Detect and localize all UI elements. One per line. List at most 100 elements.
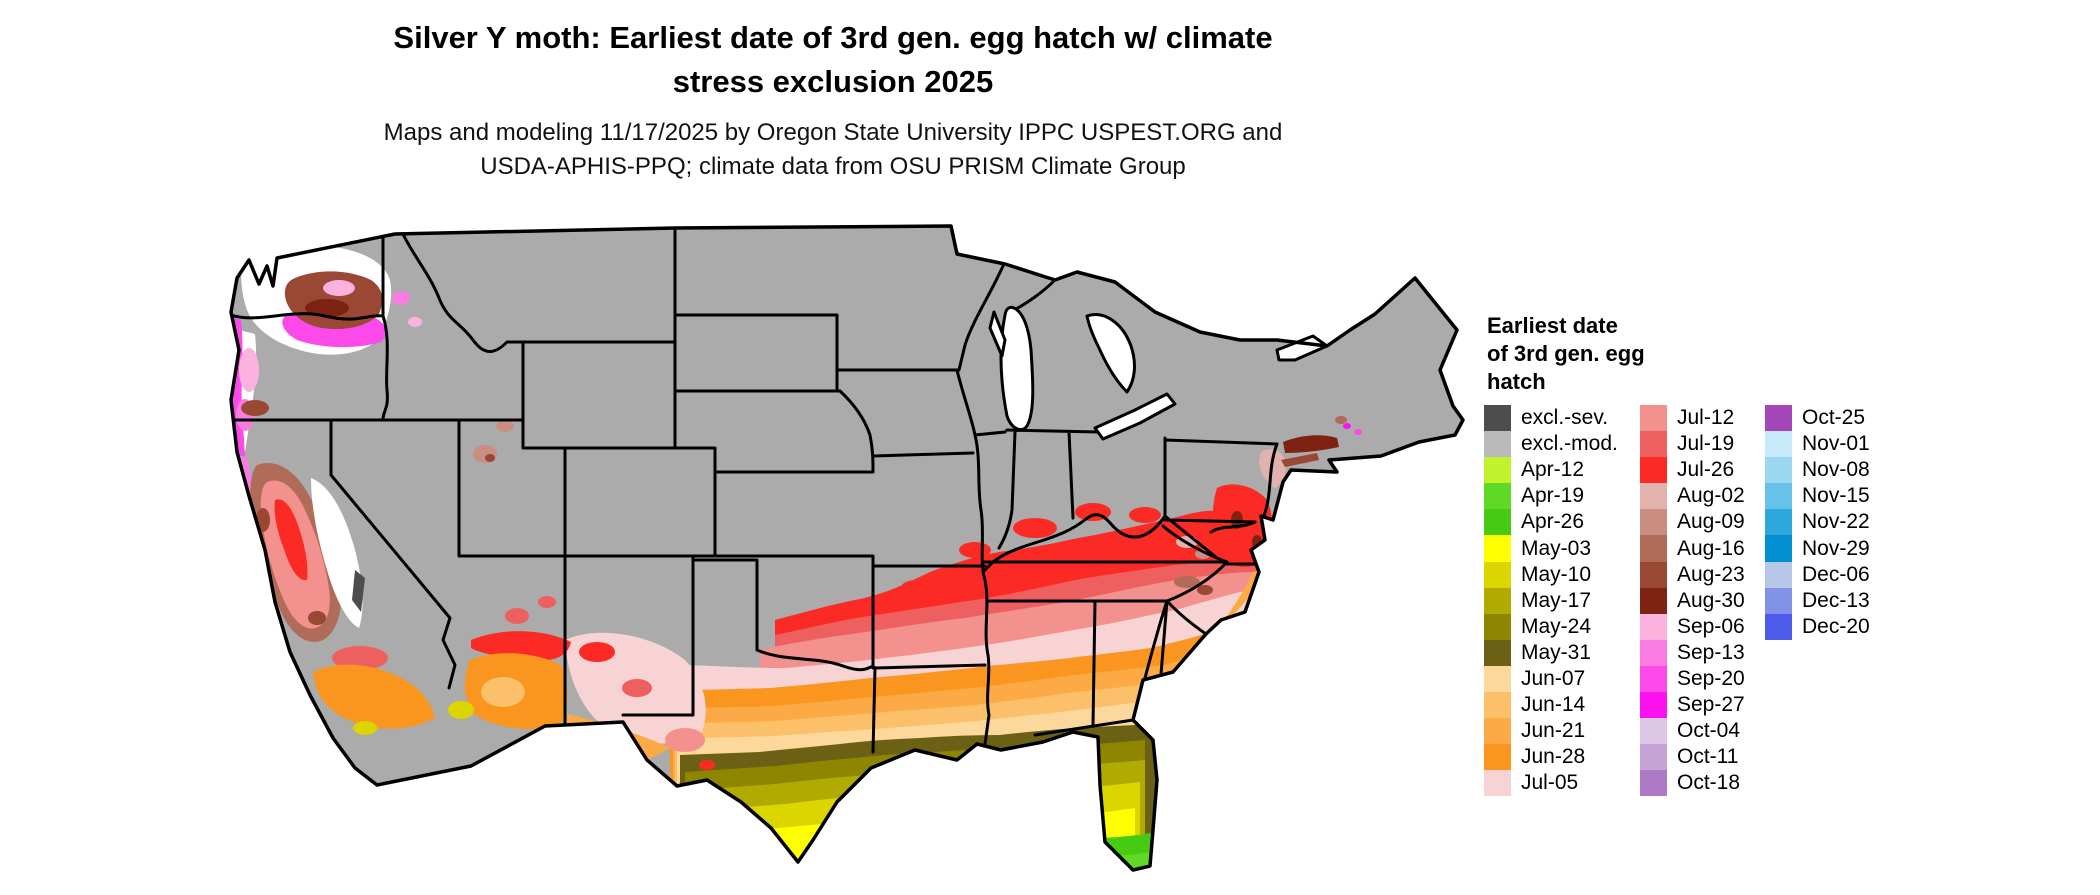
legend-swatch-dec13 <box>1765 587 1792 614</box>
legend-swatch-jul12 <box>1640 405 1667 432</box>
legend-row: May-31 <box>1484 639 1618 666</box>
map-spot-wa-inner-pink <box>323 280 355 296</box>
us-choropleth-map <box>215 220 1465 890</box>
legend-row: Jun-07 <box>1484 665 1618 693</box>
legend-label-oct11: Oct-11 <box>1677 745 1739 769</box>
legend-label-nov22: Nov-22 <box>1802 510 1870 534</box>
legend-row: Aug-09 <box>1640 509 1745 536</box>
legend-swatch-oct18 <box>1640 770 1667 797</box>
legend-row: Oct-11 <box>1640 744 1745 771</box>
legend-row: Nov-22 <box>1765 509 1870 536</box>
legend-title-line2: of 3rd gen. egg <box>1487 341 1645 366</box>
legend-row: Jun-14 <box>1484 692 1618 719</box>
map-spot-boston <box>1335 416 1347 424</box>
legend-swatch-oct25 <box>1765 405 1792 432</box>
lake-michigan <box>999 305 1035 432</box>
legend-swatch-oct04 <box>1640 718 1667 745</box>
legend-swatch-jul05 <box>1484 770 1511 797</box>
legend-swatch-aug23 <box>1640 561 1667 588</box>
legend-row: Jul-12 <box>1640 405 1745 432</box>
legend-label-sep20: Sep-20 <box>1677 666 1745 690</box>
legend-label-nov29: Nov-29 <box>1802 536 1870 560</box>
legend-row: Apr-26 <box>1484 509 1618 536</box>
legend-label-jul05: Jul-05 <box>1521 771 1579 795</box>
map-region-sierra-white <box>311 478 363 628</box>
map-spot-bigbend <box>699 760 715 770</box>
legend-row: Jun-21 <box>1484 718 1618 745</box>
legend-label-jun28: Jun-28 <box>1521 745 1586 769</box>
legend-swatch-apr12 <box>1484 457 1511 484</box>
legend-row: Nov-29 <box>1765 535 1870 562</box>
legend-swatch-may24 <box>1484 613 1511 640</box>
legend-label-jun07: Jun-07 <box>1521 666 1586 690</box>
legend-swatch-nov22 <box>1765 509 1792 536</box>
legend-swatch-sep20 <box>1640 665 1667 693</box>
map-spot-smokies <box>1174 576 1200 588</box>
legend-title-line3: hatch <box>1487 369 1546 394</box>
map-region-nm-border-orange <box>567 714 671 760</box>
legend-row: Sep-06 <box>1640 613 1745 640</box>
map-title-line1: Silver Y moth: Earliest date of 3rd gen.… <box>393 20 1273 55</box>
legend-row: Nov-01 <box>1765 431 1870 458</box>
map-speckle-red <box>959 542 991 558</box>
map-region-sierra-darkgray <box>352 570 365 612</box>
map-spot-smokies <box>1197 585 1213 595</box>
legend-label-sep13: Sep-13 <box>1677 640 1745 664</box>
great-lakes <box>949 225 1329 441</box>
lake-superior <box>951 226 1087 280</box>
map-spot-az-red <box>505 608 529 624</box>
map-spot-waid-pink <box>392 291 410 305</box>
legend-row: Sep-13 <box>1640 639 1745 666</box>
legend-row: Dec-06 <box>1765 561 1870 588</box>
map-spot-cv-brown <box>308 611 326 625</box>
legend-row: Dec-20 <box>1765 613 1870 640</box>
legend-row: excl.-sev. <box>1484 405 1618 432</box>
legend-row: excl.-mod. <box>1484 431 1618 458</box>
legend-label-nov08: Nov-08 <box>1802 458 1870 482</box>
map-region-az-red-fringe <box>471 631 571 661</box>
map-spot-wa-darkcore <box>305 299 349 317</box>
legend-row: Oct-25 <box>1765 405 1870 432</box>
legend-row: Nov-08 <box>1765 457 1870 484</box>
map-title-line2: stress exclusion 2025 <box>672 64 994 99</box>
legend-swatch-may10 <box>1484 561 1511 588</box>
legend-row: Jul-19 <box>1640 431 1745 458</box>
legend-label-jul19: Jul-19 <box>1677 432 1735 456</box>
map-spot-wasatch <box>485 454 495 462</box>
legend-label-jul26: Jul-26 <box>1677 458 1735 482</box>
legend-swatch-nov08 <box>1765 457 1792 484</box>
lake-ontario <box>1275 334 1329 362</box>
map-spot-nm-red <box>579 642 615 662</box>
map-spot-socal-magenta <box>259 664 275 676</box>
map-region-cv-red-streak <box>274 499 308 581</box>
legend-label-may03: May-03 <box>1521 536 1592 560</box>
legend-label-may10: May-10 <box>1521 562 1592 586</box>
map-spot-socal-yellow <box>353 721 377 735</box>
map-region-apr19-florida-tip <box>1100 850 1155 870</box>
legend-row: Oct-18 <box>1640 770 1745 797</box>
legend-label-apr12: Apr-12 <box>1521 458 1585 482</box>
legend-label-sep27: Sep-27 <box>1677 693 1745 717</box>
legend-label-may24: May-24 <box>1521 614 1592 638</box>
legend-label-jun21: Jun-21 <box>1521 719 1586 743</box>
legend-label-aug02: Aug-02 <box>1677 484 1745 508</box>
legend-row: Sep-20 <box>1640 665 1745 693</box>
legend-row: May-03 <box>1484 535 1618 562</box>
map-region-long-island <box>1281 453 1319 467</box>
legend-swatch-aug16 <box>1640 535 1667 562</box>
legend-swatch-aug30 <box>1640 587 1667 614</box>
map-spot-yuma-yellow <box>448 701 474 719</box>
map-region-ct-coast <box>1283 435 1339 453</box>
legend-row: Oct-04 <box>1640 718 1745 745</box>
legend-row: Jul-05 <box>1484 770 1618 797</box>
map-spot-nm-red <box>622 679 652 697</box>
map-spot-keys <box>1100 873 1114 879</box>
legend-label-aug09: Aug-09 <box>1677 510 1745 534</box>
legend-swatch-excl_sev <box>1484 405 1511 432</box>
us-outline <box>229 224 1465 872</box>
map-region-socal-orange <box>313 664 435 729</box>
legend-label-jul12: Jul-12 <box>1677 406 1735 430</box>
map-spot-magenta <box>1343 423 1351 429</box>
legend-swatch-excl_mod <box>1484 431 1511 458</box>
map-spot-sor-brown <box>241 400 269 416</box>
